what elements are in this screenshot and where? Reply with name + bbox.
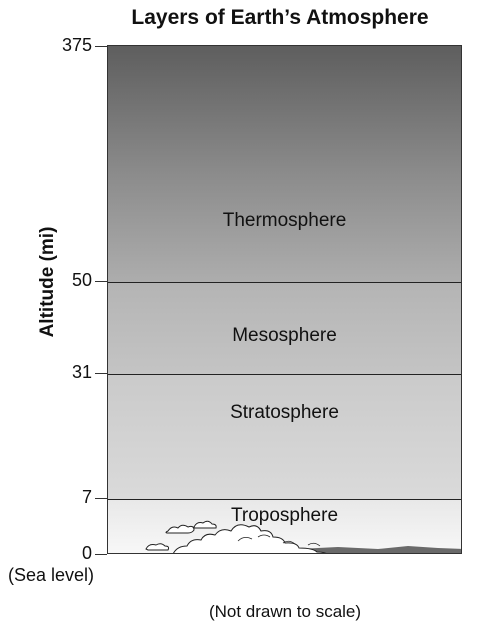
cloud-icon xyxy=(145,520,461,553)
tick-label-7: 7 xyxy=(81,487,92,507)
mountain-icon xyxy=(271,546,461,553)
layer-label-mesosphere: Mesosphere xyxy=(232,325,337,346)
layer-label-stratosphere: Stratosphere xyxy=(230,402,339,423)
tick-mark-7 xyxy=(95,498,107,499)
tick-mark-50 xyxy=(95,281,107,282)
sea-level-label: (Sea level) xyxy=(8,565,95,585)
atmosphere-column: Thermosphere Mesosphere Stratosphere Tro… xyxy=(107,45,462,554)
layer-label-thermosphere: Thermosphere xyxy=(222,210,347,231)
layer-troposphere: Troposphere xyxy=(108,499,461,553)
diagram-title: Layers of Earth’s Atmosphere xyxy=(131,6,429,29)
tick-label-375: 375 xyxy=(61,35,92,55)
layer-stratosphere: Stratosphere xyxy=(108,374,461,499)
tick-mark-0 xyxy=(95,554,107,555)
scale-note: (Not drawn to scale) xyxy=(208,602,362,621)
tick-mark-375 xyxy=(95,46,107,47)
layer-label-troposphere: Troposphere xyxy=(230,505,339,526)
tick-label-0: 0 xyxy=(81,543,92,563)
tick-label-31: 31 xyxy=(71,362,92,382)
tick-label-50: 50 xyxy=(71,270,92,290)
layer-mesosphere: Mesosphere xyxy=(108,282,461,374)
tick-mark-31 xyxy=(95,373,107,374)
layer-thermosphere: Thermosphere xyxy=(108,46,461,282)
